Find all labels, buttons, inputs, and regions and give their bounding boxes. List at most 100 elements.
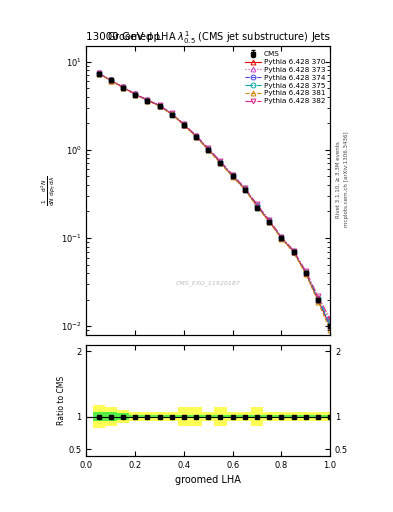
Pythia 6.428 374 (328, 323, 332, 329)
Pythia 6.428 374 (157, 103, 162, 109)
Pythia 6.428 374 (145, 97, 150, 103)
Pythia 6.428 374 (242, 186, 247, 192)
Pythia 6.428 374 (279, 235, 284, 241)
Pythia 6.428 381 (255, 204, 259, 210)
Pythia 6.428 373 (194, 133, 198, 139)
Pythia 6.428 382 (194, 133, 198, 139)
Pythia 6.428 370 (182, 122, 186, 128)
Pythia 6.428 374 (206, 146, 211, 153)
Pythia 6.428 373 (279, 235, 284, 241)
Pythia 6.428 373 (206, 146, 211, 152)
Pythia 6.428 370 (218, 159, 223, 165)
Pythia 6.428 382 (303, 268, 308, 274)
Pythia 6.428 375 (279, 234, 284, 240)
Pythia 6.428 374 (230, 173, 235, 179)
Pythia 6.428 374 (108, 77, 113, 83)
Pythia 6.428 374 (316, 296, 320, 303)
Pythia 6.428 373 (316, 296, 320, 303)
Pythia 6.428 370 (291, 248, 296, 254)
Pythia 6.428 382 (230, 172, 235, 178)
Legend: CMS, Pythia 6.428 370, Pythia 6.428 373, Pythia 6.428 374, Pythia 6.428 375, Pyt: CMS, Pythia 6.428 370, Pythia 6.428 373,… (242, 48, 328, 107)
Pythia 6.428 370 (230, 173, 235, 179)
Pythia 6.428 374 (303, 270, 308, 276)
Pythia 6.428 373 (303, 270, 308, 276)
Pythia 6.428 374 (267, 218, 272, 224)
Pythia 6.428 374 (169, 111, 174, 117)
Pythia 6.428 382 (145, 97, 150, 103)
Pythia 6.428 370 (303, 270, 308, 276)
Pythia 6.428 370 (279, 235, 284, 241)
Pythia 6.428 382 (242, 185, 247, 191)
Pythia 6.428 370 (133, 91, 138, 97)
Pythia 6.428 375 (328, 319, 332, 326)
Pythia 6.428 375 (108, 77, 113, 83)
Pythia 6.428 382 (206, 145, 211, 152)
Pythia 6.428 381 (267, 219, 272, 225)
Pythia 6.428 373 (96, 70, 101, 76)
Pythia 6.428 370 (194, 133, 198, 139)
Pythia 6.428 373 (157, 102, 162, 109)
Pythia 6.428 382 (328, 316, 332, 322)
Pythia 6.428 381 (145, 97, 150, 103)
Pythia 6.428 374 (291, 248, 296, 254)
Pythia 6.428 375 (121, 84, 125, 90)
Pythia 6.428 374 (96, 70, 101, 76)
Pythia 6.428 375 (133, 91, 138, 97)
Text: mcplots.cern.ch [arXiv:1306.3436]: mcplots.cern.ch [arXiv:1306.3436] (344, 132, 349, 227)
Y-axis label: Ratio to CMS: Ratio to CMS (57, 376, 66, 425)
Pythia 6.428 375 (303, 269, 308, 275)
Pythia 6.428 375 (291, 248, 296, 254)
Pythia 6.428 370 (206, 146, 211, 153)
Pythia 6.428 381 (316, 298, 320, 305)
Pythia 6.428 381 (133, 92, 138, 98)
Pythia 6.428 374 (133, 91, 138, 97)
Line: Pythia 6.428 370: Pythia 6.428 370 (96, 71, 332, 329)
Pythia 6.428 382 (96, 70, 101, 76)
Text: CMS_EXO_11920187: CMS_EXO_11920187 (176, 280, 241, 286)
Pythia 6.428 382 (157, 102, 162, 109)
Pythia 6.428 375 (182, 121, 186, 127)
Pythia 6.428 375 (230, 172, 235, 178)
Pythia 6.428 375 (157, 102, 162, 109)
Pythia 6.428 381 (194, 134, 198, 140)
Pythia 6.428 370 (267, 218, 272, 224)
Pythia 6.428 381 (182, 122, 186, 129)
Line: Pythia 6.428 374: Pythia 6.428 374 (96, 71, 332, 329)
Pythia 6.428 373 (169, 111, 174, 117)
Pythia 6.428 381 (218, 160, 223, 166)
Title: Groomed LHA $\lambda^{1}_{0.5}$ (CMS jet substructure): Groomed LHA $\lambda^{1}_{0.5}$ (CMS jet… (108, 29, 309, 46)
Pythia 6.428 381 (291, 249, 296, 255)
Pythia 6.428 375 (218, 159, 223, 165)
Pythia 6.428 375 (316, 295, 320, 301)
Y-axis label: $\frac{1}{\mathrm{d}N}\,\frac{\mathrm{d}^2N}{\mathrm{d}p_T\,\mathrm{d}\lambda}$: $\frac{1}{\mathrm{d}N}\,\frac{\mathrm{d}… (40, 175, 58, 206)
Pythia 6.428 382 (255, 201, 259, 207)
Pythia 6.428 375 (206, 145, 211, 152)
Pythia 6.428 370 (108, 77, 113, 83)
Pythia 6.428 375 (169, 111, 174, 117)
Pythia 6.428 381 (242, 186, 247, 193)
Pythia 6.428 374 (182, 122, 186, 128)
Pythia 6.428 373 (182, 121, 186, 127)
Pythia 6.428 373 (230, 173, 235, 179)
Pythia 6.428 373 (328, 323, 332, 329)
Pythia 6.428 381 (328, 327, 332, 333)
Pythia 6.428 373 (242, 186, 247, 192)
Pythia 6.428 373 (108, 77, 113, 83)
Pythia 6.428 370 (121, 84, 125, 91)
Pythia 6.428 382 (279, 234, 284, 240)
Pythia 6.428 373 (145, 97, 150, 103)
Pythia 6.428 375 (194, 133, 198, 139)
Pythia 6.428 374 (255, 203, 259, 209)
Pythia 6.428 382 (108, 77, 113, 83)
Pythia 6.428 382 (291, 247, 296, 253)
Pythia 6.428 375 (255, 202, 259, 208)
Pythia 6.428 381 (169, 111, 174, 117)
Pythia 6.428 382 (316, 293, 320, 299)
Pythia 6.428 370 (96, 70, 101, 76)
Pythia 6.428 381 (230, 174, 235, 180)
Pythia 6.428 373 (267, 218, 272, 224)
Pythia 6.428 381 (108, 77, 113, 83)
Text: 13000 GeV pp: 13000 GeV pp (86, 32, 161, 42)
Line: Pythia 6.428 381: Pythia 6.428 381 (96, 71, 332, 333)
Pythia 6.428 375 (267, 218, 272, 224)
